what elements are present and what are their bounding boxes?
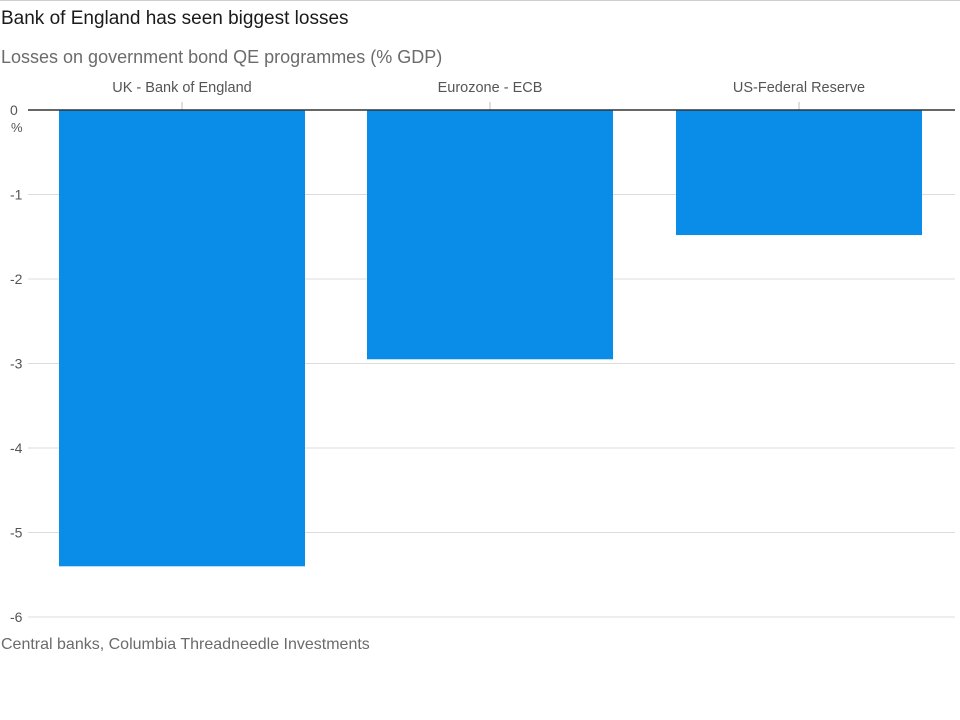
chart-subtitle: Losses on government bond QE programmes … xyxy=(1,47,443,67)
category-label: US-Federal Reserve xyxy=(733,80,865,96)
y-tick-label: -6 xyxy=(10,609,23,625)
category-label: UK - Bank of England xyxy=(112,80,251,96)
bar-chart: 0 -1 -2 -3 -4 -5 -6% UK - Bank of England Eurozo… xyxy=(10,80,955,625)
chart-title: Bank of England has seen biggest losses xyxy=(1,8,349,29)
category-label: Eurozone - ECB xyxy=(438,80,543,96)
y-tick-label: -5 xyxy=(10,525,23,541)
y-tick-label: -3 xyxy=(10,356,23,372)
chart-source: Central banks, Columbia Threadneedle Inv… xyxy=(1,636,370,653)
y-tick-label: -1 xyxy=(10,187,23,203)
y-tick-label: -4 xyxy=(10,440,23,456)
y-tick-label: -2 xyxy=(10,271,23,287)
bar xyxy=(676,110,922,236)
bar xyxy=(59,110,305,567)
bar xyxy=(367,110,613,360)
y-unit-label: % xyxy=(11,120,23,135)
y-tick-label: 0 xyxy=(10,102,18,118)
top-rule xyxy=(0,0,960,1)
